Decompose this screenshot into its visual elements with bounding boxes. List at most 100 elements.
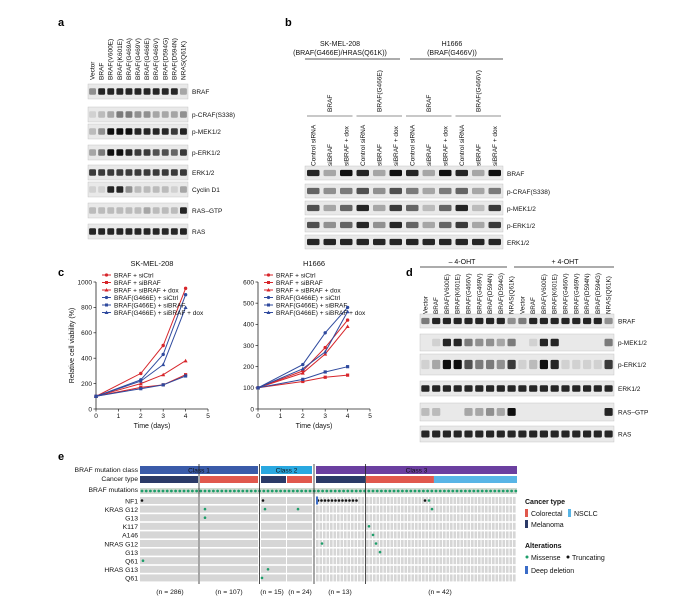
data-point-braf-g466e-sictrl (301, 362, 305, 367)
panel-d-blot-erk1-2-band (550, 385, 559, 392)
oncoprint-cell (390, 565, 394, 573)
oncoprint-cell (347, 522, 351, 530)
panel-d-lane-label: NRAS(Q61K) (606, 276, 613, 314)
panel-b-blot-p-erk1-2-band (472, 221, 485, 229)
oncoprint-cell (478, 574, 481, 582)
oncoprint-cell (429, 565, 432, 573)
chart-y-tick-label: 300 (243, 343, 254, 350)
oncoprint-cell (481, 531, 485, 539)
panel-a-blot-ras-gtp-band (125, 207, 133, 214)
data-point-braf-sibraf-dox (345, 324, 350, 329)
oncoprint-cell (380, 514, 383, 522)
chart-x-tick-label: 1 (279, 413, 283, 420)
panel-a-blot-ras-gtp-band (152, 207, 160, 214)
oncoprint-cell (492, 505, 495, 513)
oncoprint-cell (418, 565, 422, 573)
oncoprint-cell (358, 514, 361, 522)
panel-d-blot-p-erk1-2-band (583, 359, 592, 370)
panel-b-blot-p-craf-s338-band (472, 187, 485, 195)
panel-d-blot-braf (419, 313, 615, 329)
braf-mutation-dot (199, 489, 203, 493)
oncoprint-cell (401, 505, 404, 513)
panel-b-blot-p-erk1-2-band (340, 221, 353, 229)
missense-mark (367, 525, 371, 528)
oncoprint-cell (408, 522, 411, 530)
data-point-braf-sibraf (346, 373, 350, 377)
panel-b-blot-p-mek1-2-band (406, 204, 419, 212)
panel-b-blot-p-craf-s338-band (356, 187, 369, 195)
panel-b-blot-braf-band (406, 169, 419, 177)
oncoprint-cell (492, 557, 495, 565)
oncoprint-cell (411, 505, 415, 513)
oncoprint-cell (453, 522, 457, 530)
series-line-braf-sibraf-dox (257, 326, 348, 389)
oncoprint-cell (333, 548, 337, 556)
oncoprint-cell (383, 514, 387, 522)
oncoprint-cell (340, 565, 344, 573)
panel-a-blots: BRAF p-CRAF(S338) p-MEK1/2 p-ERK1/2 ERK1/2 Cy… (87, 83, 235, 240)
group-count-label: (n = 107) (215, 589, 242, 596)
oncoprint-cell (373, 557, 376, 565)
truncating-mark (341, 499, 344, 502)
braf-mutation-dot (443, 489, 446, 493)
panel-a-blot-ras-gtp-band (134, 207, 142, 214)
oncoprint-cell (485, 522, 488, 530)
oncoprint-cell (446, 574, 450, 582)
oncoprint-cell (404, 531, 408, 539)
oncoprint-cell (495, 522, 499, 530)
panel-d-blot-braf-band (604, 317, 613, 325)
panel-d-blot-erk1-2-band (583, 385, 592, 392)
oncoprint-cell (492, 514, 495, 522)
oncoprint-cell (432, 522, 436, 530)
oncoprint-cell (436, 531, 439, 539)
panel-a-lane-label: BRAF(D594N) (171, 38, 178, 80)
panel-a-blot-p-mek1-2-band (116, 128, 124, 135)
panel-b-lane-label: siBRAF (327, 144, 334, 166)
legend-entry: BRAF(G466E) + siBRAF (276, 302, 347, 309)
panel-d-blot-ras-gtp-band (421, 408, 430, 416)
oncoprint-cell (326, 505, 330, 513)
panel-b-blot-p-craf-s338-band (488, 187, 501, 195)
oncoprint-cell (443, 565, 446, 573)
oncoprint-cell (366, 514, 369, 522)
oncoprint-cell (425, 497, 429, 504)
oncoprint-cell (261, 522, 286, 530)
chart-x-tick-label: 4 (184, 413, 188, 420)
legend-nsclc-swatch (568, 509, 571, 517)
track-label-braf-mutations: BRAF mutations (89, 487, 139, 494)
oncoprint-cell (450, 540, 453, 547)
oncoprint-cell (397, 497, 401, 504)
panel-b-blot-p-craf-s338-band (389, 187, 402, 195)
panel-a-lane-label: BRAF(G469V) (135, 38, 142, 80)
oncoprint-cell (333, 565, 337, 573)
oncoprint-cell (358, 505, 361, 513)
oncoprint-cell (474, 531, 478, 539)
chart-title: H1666 (303, 259, 325, 268)
oncoprint-cell (337, 531, 340, 539)
panel-d-blot-braf-band (464, 317, 473, 325)
oncoprint-cell (140, 522, 198, 530)
oncoprint-cell (261, 531, 286, 539)
panel-d-blot-erk1-2-band (572, 385, 581, 392)
missense-mark (427, 499, 431, 502)
oncoprint-cell (376, 574, 380, 582)
panel-b-blot-p-craf-s338-band (439, 187, 452, 195)
oncoprint-cell (340, 574, 344, 582)
oncoprint-cell (446, 522, 450, 530)
cancer-type-bar (366, 476, 434, 483)
oncoprint-cell (485, 540, 488, 547)
oncoprint-cell (509, 497, 513, 504)
data-point-braf-g466e-sibraf (323, 370, 327, 374)
oncoprint-cell (373, 574, 376, 582)
oncoprint-cell (323, 557, 326, 565)
oncoprint-cell (326, 548, 330, 556)
panel-a-blot-p-mek1-2 (87, 123, 189, 140)
cancer-type-bar (316, 476, 365, 483)
chart-y-tick-label: 0 (250, 406, 254, 413)
oncoprint-cell (492, 565, 495, 573)
braf-mutation-dot (401, 489, 404, 493)
braf-mutation-dot (212, 489, 215, 493)
oncoprint-cell (474, 514, 478, 522)
chart-x-tick-label: 4 (346, 413, 350, 420)
oncoprint-cell (408, 548, 411, 556)
